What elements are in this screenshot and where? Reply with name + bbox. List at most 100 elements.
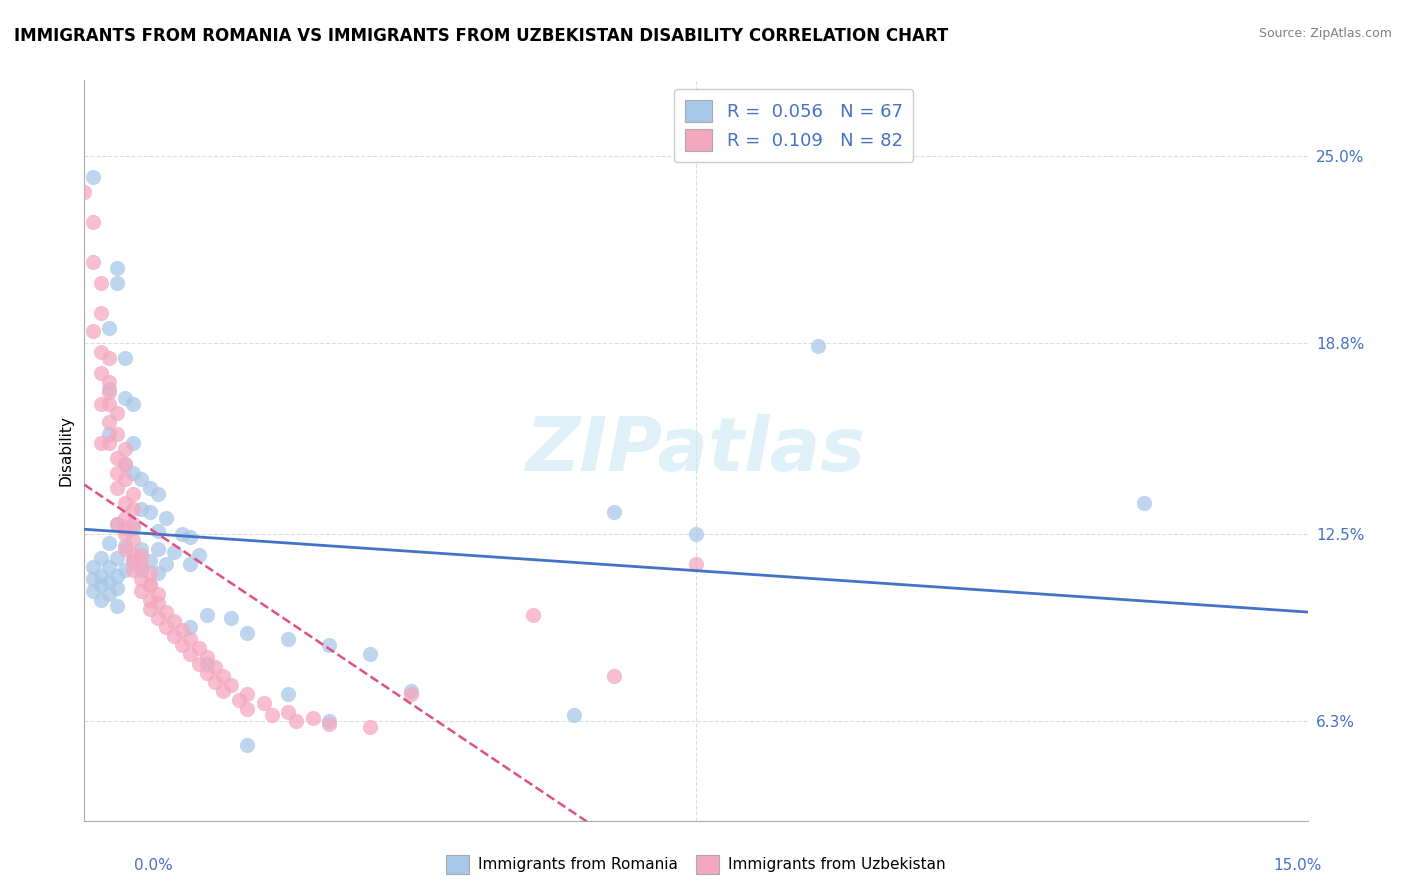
Point (122, 554, 145, 568)
Point (122, 520, 145, 534)
Text: 15.0%: 15.0% (1274, 858, 1322, 872)
Point (146, 611, 169, 625)
Point (277, 705, 299, 719)
Point (212, 683, 235, 698)
Point (277, 687, 299, 701)
Point (172, 639, 194, 653)
Point (359, 648, 381, 662)
Point (260, 707, 283, 722)
Point (179, 530, 201, 544)
Point (204, 659, 226, 673)
Point (114, 511, 136, 525)
Point (131, 572, 153, 586)
Point (90, 367, 112, 381)
Point (146, 541, 169, 556)
Point (82, 215, 104, 229)
Point (114, 526, 136, 541)
Point (187, 641, 209, 656)
Point (187, 657, 209, 671)
Point (204, 674, 226, 689)
Point (285, 714, 308, 728)
Point (155, 511, 177, 525)
Point (82, 572, 104, 586)
Point (219, 611, 242, 625)
Point (236, 626, 259, 640)
Point (97, 376, 120, 390)
Point (90, 578, 112, 592)
Point (97, 436, 120, 450)
Point (138, 593, 160, 607)
Point (114, 472, 136, 486)
Point (122, 563, 145, 577)
Point (122, 466, 145, 480)
Point (155, 620, 177, 634)
Point (105, 517, 128, 532)
Point (318, 639, 340, 653)
Point (90, 593, 112, 607)
Point (114, 457, 136, 471)
Point (90, 345, 112, 359)
Point (114, 539, 136, 553)
Point (131, 548, 153, 562)
Point (253, 696, 276, 710)
Point (131, 502, 153, 516)
Point (73, 185, 96, 199)
Point (807, 339, 830, 353)
Point (163, 629, 186, 643)
Point (105, 569, 128, 583)
Point (138, 481, 160, 495)
Point (90, 550, 112, 565)
Point (97, 559, 120, 574)
Point (685, 557, 707, 571)
Point (114, 457, 136, 471)
Point (195, 657, 218, 671)
Point (179, 557, 201, 571)
Point (195, 608, 218, 623)
Point (155, 605, 177, 619)
Point (562, 707, 585, 722)
Point (114, 442, 136, 456)
Point (97, 574, 120, 589)
Point (90, 276, 112, 290)
Point (114, 496, 136, 510)
Point (138, 602, 160, 616)
Point (114, 541, 136, 556)
Point (105, 550, 128, 565)
Point (603, 668, 626, 682)
Text: ZIPatlas: ZIPatlas (526, 414, 866, 487)
Point (122, 502, 145, 516)
Point (318, 717, 340, 731)
Point (131, 584, 153, 599)
Point (82, 584, 104, 599)
Point (82, 254, 104, 268)
Point (195, 650, 218, 665)
Point (97, 535, 120, 549)
Point (131, 472, 153, 486)
Point (195, 665, 218, 680)
Point (105, 450, 128, 465)
Point (301, 711, 323, 725)
Point (97, 384, 120, 399)
Point (603, 505, 626, 519)
Point (228, 692, 250, 706)
Point (122, 436, 145, 450)
Point (97, 587, 120, 601)
Point (146, 566, 169, 580)
Point (105, 581, 128, 595)
Point (90, 396, 112, 410)
Point (105, 426, 128, 441)
Point (146, 587, 169, 601)
Point (685, 526, 707, 541)
Point (179, 620, 201, 634)
Point (236, 738, 259, 752)
Point (114, 563, 136, 577)
Point (97, 415, 120, 429)
Point (236, 687, 259, 701)
Point (105, 466, 128, 480)
Point (82, 169, 104, 184)
Point (131, 557, 153, 571)
Point (138, 578, 160, 592)
Point (122, 517, 145, 532)
Point (97, 426, 120, 441)
Point (179, 648, 201, 662)
